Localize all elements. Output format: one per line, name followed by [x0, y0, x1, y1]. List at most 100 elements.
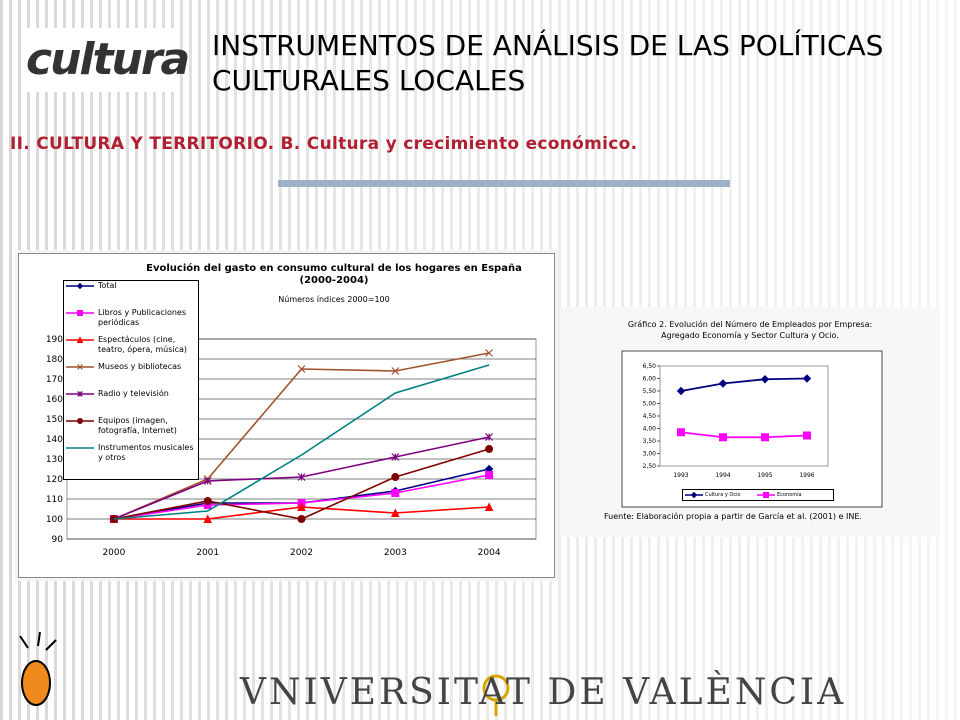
legend-item: Museos y bibliotecas — [64, 362, 198, 389]
marker — [802, 374, 812, 383]
y-tick-label: 4,50 — [643, 413, 657, 420]
marker — [77, 364, 83, 370]
x-tick-label: 2001 — [196, 548, 219, 558]
x-tick-label: 2002 — [290, 548, 313, 558]
university-name: VNIVERSITAT DE VALÈNCIA — [240, 672, 847, 713]
marker — [77, 310, 83, 316]
y-tick-label: 5,50 — [643, 388, 657, 395]
legend-swatch — [66, 447, 94, 449]
y-tick-label: 160 — [46, 395, 63, 405]
marker — [391, 489, 400, 497]
legend-swatch — [757, 492, 775, 498]
slide-subtitle: II. CULTURA Y TERRITORIO. B. Cultura y c… — [10, 134, 638, 154]
marker — [803, 431, 811, 440]
title-line: (2000-2004) — [300, 275, 369, 286]
legend-item: Libros y Publicaciones periódicas — [64, 308, 198, 335]
legend-label: Equipos (imagen, fotografía, Internet) — [98, 416, 177, 435]
marker — [297, 473, 306, 481]
marker — [203, 477, 212, 485]
y-tick-label: 2,50 — [643, 463, 657, 470]
legend-item: Espectáculos (cine, teatro, ópera, músic… — [64, 335, 198, 362]
marker — [484, 502, 494, 511]
series-line — [680, 377, 808, 392]
chart-title: Evolución del gasto en consumo cultural … — [146, 262, 522, 286]
marker — [677, 428, 685, 437]
mascot — [19, 631, 57, 706]
y-tick-label: 4,00 — [643, 426, 657, 433]
marker — [391, 453, 400, 461]
marker — [761, 433, 769, 442]
legend-label: Economía — [777, 492, 802, 498]
marker — [676, 386, 686, 396]
x-tick-label: 2000 — [102, 548, 125, 558]
x-tick-label: 1996 — [799, 472, 814, 479]
y-tick-label: 6,50 — [643, 363, 657, 370]
chart-subtitle: Números índices 2000=100 — [278, 295, 389, 304]
marker — [76, 336, 84, 343]
legend-item: Radio y televisión — [64, 389, 198, 416]
y-tick-label: 3,00 — [643, 451, 657, 458]
legend-item: Economía — [755, 490, 827, 500]
marker — [297, 515, 306, 523]
title-line: Agregado Economía y Sector Cultura y Oci… — [661, 331, 839, 340]
legend-label: Radio y televisión — [98, 389, 169, 398]
legend-label: Total — [98, 281, 117, 290]
legend-swatch — [66, 336, 94, 343]
legend: Cultura y Ocio Economía — [682, 489, 834, 501]
legend-label: Libros y Publicaciones periódicas — [98, 308, 187, 327]
y-tick-label: 3,50 — [643, 438, 657, 445]
y-tick-label: 6,00 — [643, 376, 657, 383]
y-tick-label: 120 — [46, 475, 63, 485]
legend-swatch — [66, 364, 94, 370]
legend-item: Equipos (imagen, fotografía, Internet) — [64, 416, 198, 443]
x-tick-label: 1995 — [757, 472, 772, 479]
marker — [76, 282, 84, 290]
marker — [719, 433, 727, 442]
divider — [278, 180, 730, 187]
y-tick-label: 150 — [46, 415, 63, 425]
marker — [391, 473, 400, 481]
marker — [718, 379, 728, 388]
y-tick-label: 110 — [46, 495, 63, 505]
legend-swatch — [685, 491, 703, 499]
marker — [690, 491, 698, 499]
legend-swatch — [66, 418, 94, 424]
legend-item: Cultura y Ocio — [683, 490, 755, 500]
y-tick-label: 130 — [46, 455, 63, 465]
chart-panel: Evolución del gasto en consumo cultural … — [15, 250, 558, 581]
marker — [297, 365, 306, 373]
marker — [203, 514, 213, 523]
y-tick-label: 90 — [52, 535, 64, 545]
marker — [77, 391, 83, 397]
title-line: Gráfico 2. Evolución del Número de Emple… — [628, 319, 872, 329]
y-tick-label: 190 — [46, 335, 63, 345]
y-tick-label: 180 — [46, 355, 63, 365]
chart: Gráfico 2. Evolución del Número de Emple… — [604, 319, 883, 521]
y-tick-label: 170 — [46, 375, 63, 385]
marker — [77, 418, 83, 424]
series-line — [680, 431, 808, 439]
x-tick-label: 1993 — [673, 472, 688, 479]
chart-title: Gráfico 2. Evolución del Número de Emple… — [628, 319, 872, 340]
legend-item: Instrumentos musicales y otros — [64, 443, 198, 470]
chart-panel: Gráfico 2. Evolución del Número de Emple… — [560, 307, 940, 537]
series-line — [113, 364, 490, 520]
marker — [391, 367, 400, 375]
plot-area — [659, 365, 829, 467]
marker — [485, 471, 494, 479]
x-tick-label: 2003 — [384, 548, 407, 558]
logo: cultura — [26, 28, 190, 92]
legend-swatch — [66, 391, 94, 397]
university-emblem — [482, 674, 510, 716]
marker — [763, 492, 769, 498]
legend-label: Cultura y Ocio — [705, 492, 741, 498]
x-tick-label: 1994 — [715, 472, 730, 479]
legend-swatch — [66, 310, 94, 316]
legend-item: Total — [64, 281, 198, 308]
marker — [203, 497, 212, 505]
marker — [297, 502, 306, 511]
marker — [485, 433, 494, 441]
marker — [760, 375, 770, 384]
chart-source: Fuente: Elaboración propia a partir de G… — [604, 511, 862, 521]
